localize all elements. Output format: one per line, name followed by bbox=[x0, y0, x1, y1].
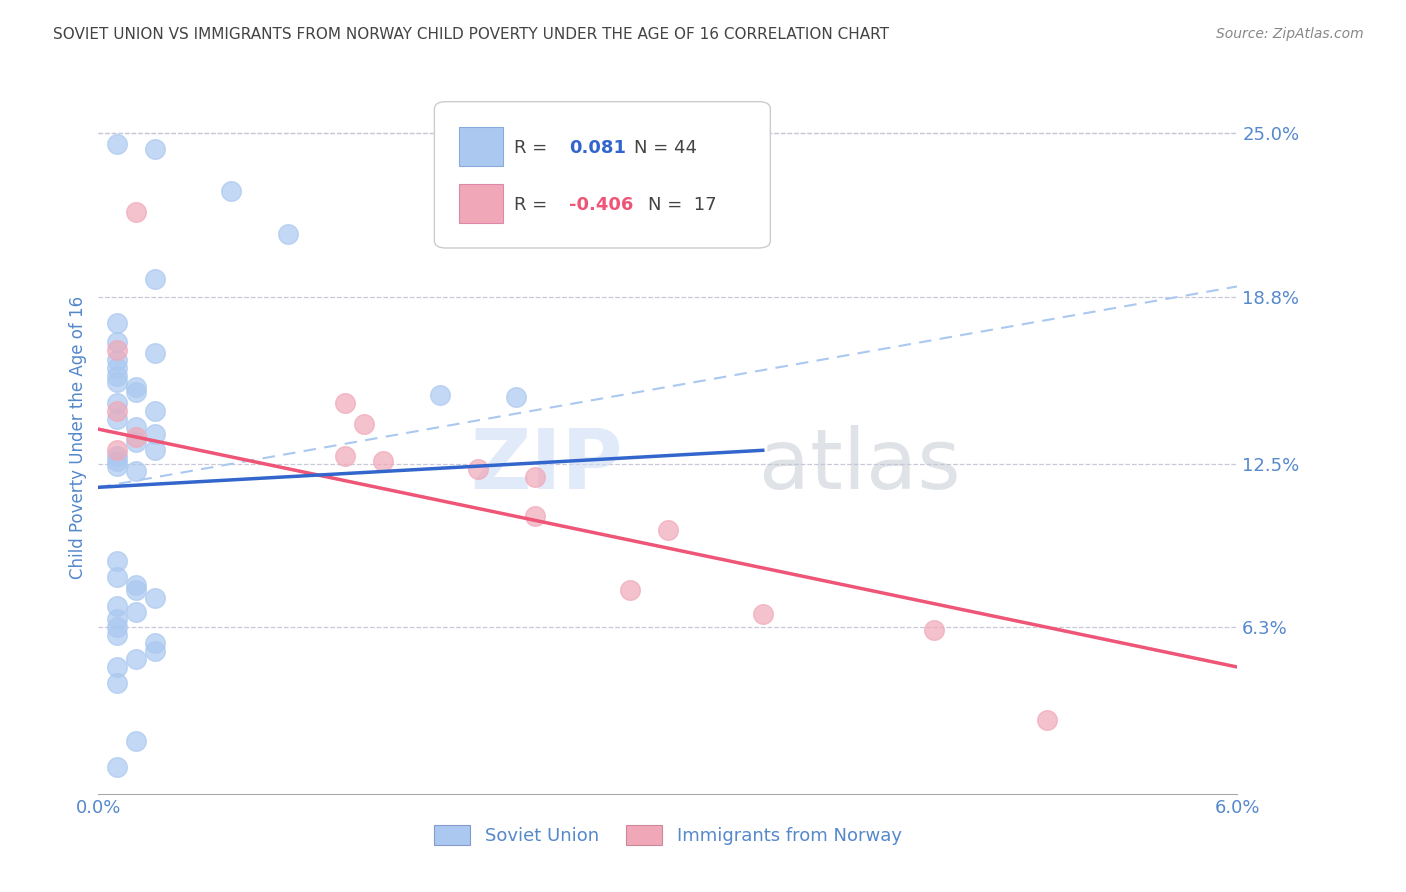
Point bbox=[335, 449, 357, 463]
Text: N = 44: N = 44 bbox=[634, 139, 697, 157]
Text: ZIP: ZIP bbox=[470, 425, 623, 506]
Point bbox=[505, 391, 527, 405]
Point bbox=[619, 583, 641, 598]
Point bbox=[1036, 713, 1059, 727]
Text: SOVIET UNION VS IMMIGRANTS FROM NORWAY CHILD POVERTY UNDER THE AGE OF 16 CORRELA: SOVIET UNION VS IMMIGRANTS FROM NORWAY C… bbox=[53, 27, 890, 42]
Point bbox=[107, 361, 129, 376]
Point bbox=[107, 554, 129, 568]
Point bbox=[107, 454, 129, 468]
FancyBboxPatch shape bbox=[460, 127, 503, 166]
Point bbox=[107, 403, 129, 417]
Point bbox=[107, 369, 129, 384]
Point bbox=[125, 435, 148, 450]
Point bbox=[145, 591, 167, 606]
FancyBboxPatch shape bbox=[434, 102, 770, 248]
Point bbox=[125, 380, 148, 394]
Text: R =: R = bbox=[515, 139, 547, 157]
Point bbox=[524, 509, 547, 524]
Point bbox=[657, 523, 679, 537]
Point bbox=[107, 660, 129, 674]
Point bbox=[125, 734, 148, 748]
Text: 0.081: 0.081 bbox=[569, 139, 626, 157]
Text: Source: ZipAtlas.com: Source: ZipAtlas.com bbox=[1216, 27, 1364, 41]
Point bbox=[125, 205, 148, 219]
Point bbox=[107, 620, 129, 634]
Point bbox=[107, 317, 129, 331]
Point bbox=[107, 334, 129, 349]
Point bbox=[125, 430, 148, 444]
Point bbox=[145, 644, 167, 658]
Point bbox=[145, 427, 167, 442]
Point bbox=[145, 271, 167, 285]
Point bbox=[125, 465, 148, 479]
FancyBboxPatch shape bbox=[460, 184, 503, 223]
Point bbox=[371, 454, 394, 468]
Text: R =: R = bbox=[515, 196, 547, 214]
Point bbox=[125, 419, 148, 434]
Point bbox=[107, 343, 129, 357]
Point bbox=[125, 605, 148, 619]
Point bbox=[107, 375, 129, 389]
Point bbox=[145, 636, 167, 650]
Point bbox=[107, 628, 129, 642]
Point bbox=[107, 760, 129, 774]
Text: atlas: atlas bbox=[759, 425, 960, 506]
Point bbox=[335, 395, 357, 409]
Point bbox=[277, 227, 299, 241]
Point bbox=[145, 142, 167, 156]
Legend: Soviet Union, Immigrants from Norway: Soviet Union, Immigrants from Norway bbox=[427, 817, 908, 853]
Point bbox=[922, 623, 945, 637]
Point bbox=[107, 612, 129, 626]
Point bbox=[221, 184, 243, 198]
Point bbox=[429, 388, 451, 402]
Point bbox=[145, 443, 167, 458]
Point bbox=[145, 403, 167, 417]
Point bbox=[107, 449, 129, 463]
Text: -0.406: -0.406 bbox=[569, 196, 633, 214]
Point bbox=[467, 462, 489, 476]
Point bbox=[353, 417, 375, 431]
Point bbox=[107, 411, 129, 425]
Point bbox=[125, 578, 148, 592]
Point bbox=[107, 353, 129, 368]
Point bbox=[107, 570, 129, 584]
Point bbox=[125, 583, 148, 598]
Point bbox=[107, 136, 129, 151]
Point bbox=[107, 676, 129, 690]
Text: N =  17: N = 17 bbox=[648, 196, 717, 214]
Point bbox=[107, 599, 129, 614]
Point bbox=[145, 345, 167, 359]
Y-axis label: Child Poverty Under the Age of 16: Child Poverty Under the Age of 16 bbox=[69, 295, 87, 579]
Point bbox=[107, 443, 129, 458]
Point bbox=[752, 607, 775, 622]
Point bbox=[107, 459, 129, 474]
Point bbox=[125, 385, 148, 400]
Point bbox=[125, 652, 148, 666]
Point bbox=[524, 469, 547, 483]
Point bbox=[107, 395, 129, 409]
